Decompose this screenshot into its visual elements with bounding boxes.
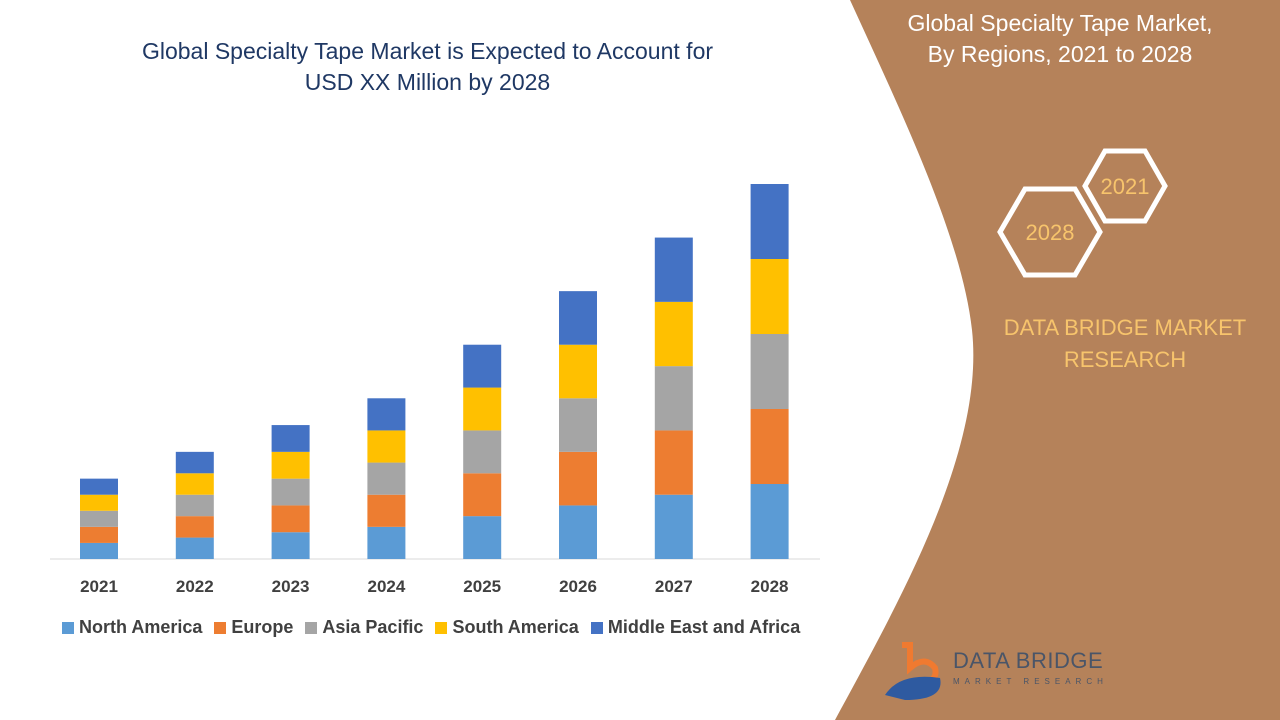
side-panel <box>835 0 1280 720</box>
title-line-2: USD XX Million by 2028 <box>304 69 551 95</box>
legend: North America Europe Asia Pacific South Ame… <box>62 617 800 638</box>
legend-swatch <box>435 621 448 634</box>
bar-2028-asia-pacific <box>750 334 789 409</box>
brand-line-1: DATA BRIDGE MARKET <box>1003 315 1247 340</box>
bars-group <box>80 184 789 559</box>
bar-2028-middle-east-and-africa <box>750 184 789 259</box>
legend-swatch <box>62 621 74 634</box>
x-tick-label: 2023 <box>272 577 310 596</box>
bar-2023-north-america <box>271 532 310 559</box>
x-tick-label: 2028 <box>751 577 789 596</box>
legend-swatch <box>305 621 318 634</box>
bar-2021-north-america <box>80 542 118 559</box>
logo-name: DATA BRIDGE <box>953 648 1104 673</box>
side-title-line-1: Global Specialty Tape Market, <box>907 10 1213 36</box>
side-panel-title: Global Specialty Tape Market, By Regions… <box>880 8 1240 70</box>
legend-item: North America <box>62 617 202 638</box>
bar-2024-south-america <box>367 430 406 463</box>
bar-2025-middle-east-and-africa <box>463 344 502 388</box>
bar-2022-europe <box>175 516 214 538</box>
bar-2022-south-america <box>175 473 214 495</box>
bar-2021-europe <box>80 526 118 543</box>
side-title-line-2: By Regions, 2021 to 2028 <box>927 41 1193 67</box>
legend-label: Asia Pacific <box>322 617 424 637</box>
logo-tagline: MARKET RESEARCH <box>953 677 1108 686</box>
brand-line-2: RESEARCH <box>1063 347 1187 372</box>
logo-icon <box>885 642 941 700</box>
bar-2021-asia-pacific <box>80 510 118 527</box>
bar-2026-south-america <box>559 344 597 399</box>
bar-2027-asia-pacific <box>654 366 693 431</box>
bar-2021-middle-east-and-africa <box>80 478 118 495</box>
chart-title: Global Specialty Tape Market is Expected… <box>60 36 795 98</box>
hex-label-2021: 2021 <box>1101 174 1150 199</box>
bar-2026-asia-pacific <box>559 398 597 452</box>
title-line-1: Global Specialty Tape Market is Expected… <box>141 38 714 64</box>
bar-2025-asia-pacific <box>463 430 502 474</box>
hex-label-2028: 2028 <box>1026 220 1075 245</box>
legend-label: South America <box>452 617 579 637</box>
bar-2025-europe <box>463 473 502 517</box>
x-tick-label: 2022 <box>176 577 214 596</box>
legend-swatch <box>214 621 227 634</box>
bar-2027-middle-east-and-africa <box>654 237 693 302</box>
bar-2026-middle-east-and-africa <box>559 291 597 345</box>
bar-2028-north-america <box>750 484 789 559</box>
bar-2024-europe <box>367 494 406 527</box>
x-tick-label: 2027 <box>655 577 693 596</box>
legend-label: Europe <box>231 617 294 637</box>
bar-2025-north-america <box>463 516 502 559</box>
x-tick-label: 2026 <box>559 577 597 596</box>
legend-label: North America <box>79 617 203 637</box>
bar-2023-europe <box>271 505 310 533</box>
bar-2027-south-america <box>654 301 693 367</box>
legend-item: South America <box>435 617 579 638</box>
bar-2024-asia-pacific <box>367 462 406 495</box>
hexagon-2028 <box>997 186 1103 278</box>
bar-2027-north-america <box>654 494 693 559</box>
legend-item: Asia Pacific <box>305 617 423 638</box>
bar-2026-europe <box>559 451 597 506</box>
bar-2024-middle-east-and-africa <box>367 398 406 431</box>
bar-2028-europe <box>750 409 789 484</box>
bar-2022-asia-pacific <box>175 494 214 517</box>
brand-text: DATA BRIDGE MARKET RESEARCH <box>985 312 1265 376</box>
legend-item: Middle East and Africa <box>590 617 801 638</box>
bar-2023-asia-pacific <box>271 478 310 506</box>
bar-2027-europe <box>654 430 693 495</box>
legend-swatch <box>590 621 603 634</box>
bar-2026-north-america <box>559 505 597 559</box>
bar-2021-south-america <box>80 494 118 511</box>
bar-2024-north-america <box>367 526 406 559</box>
x-tick-label: 2021 <box>80 577 118 596</box>
legend-item: Europe <box>214 617 293 638</box>
x-tick-labels: 2021 2022 2023 2024 2025 2026 2027 2028 <box>80 577 788 596</box>
bar-2023-middle-east-and-africa <box>271 425 310 452</box>
bar-2022-middle-east-and-africa <box>175 451 214 474</box>
x-tick-label: 2025 <box>463 577 501 596</box>
bar-2022-north-america <box>175 537 214 559</box>
bar-2023-south-america <box>271 451 310 479</box>
bar-2028-south-america <box>750 259 789 334</box>
x-tick-label: 2024 <box>367 577 405 596</box>
legend-label: Middle East and Africa <box>607 617 801 637</box>
hexagon-2021 <box>1082 148 1168 224</box>
bar-2025-south-america <box>463 387 502 431</box>
